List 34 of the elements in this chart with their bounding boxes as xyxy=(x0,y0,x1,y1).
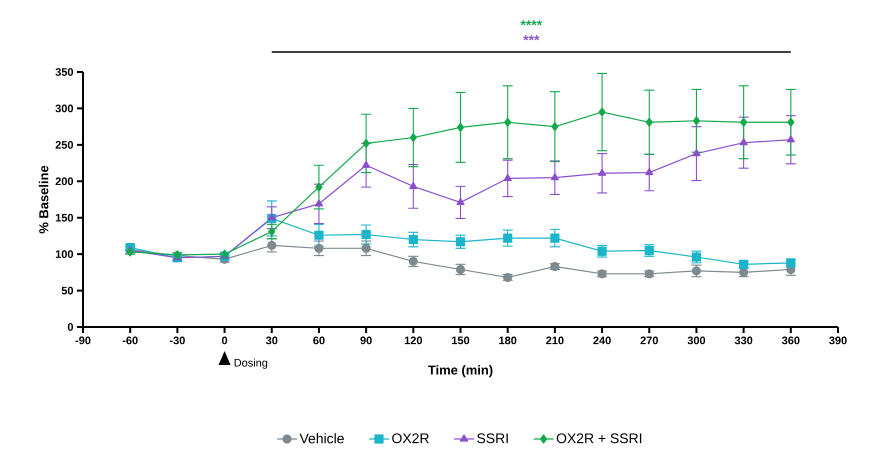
x-tick-label: 60 xyxy=(313,336,325,344)
x-tick-label: 360 xyxy=(782,336,800,344)
x-tick-label: -30 xyxy=(170,336,185,344)
y-tick-label: 300 xyxy=(55,104,74,112)
x-tick-label: 300 xyxy=(688,336,706,344)
x-tick-label: 120 xyxy=(404,336,422,344)
y-tick-label: 150 xyxy=(56,214,74,222)
x-tick-label: 330 xyxy=(734,336,752,344)
x-tick-label: 30 xyxy=(266,336,278,344)
x-tick-label: 0 xyxy=(222,336,228,344)
x-tick-label: -60 xyxy=(122,336,138,344)
x-tick-label: 390 xyxy=(829,336,847,344)
legend-label: Vehicle xyxy=(300,433,344,444)
x-tick-label: 240 xyxy=(593,336,611,344)
x-axis-title: Time (min) xyxy=(428,365,492,378)
y-tick-label: 100 xyxy=(56,250,74,258)
x-tick-label: 150 xyxy=(452,336,470,344)
y-tick-label: 350 xyxy=(55,68,74,76)
x-tick-label: 90 xyxy=(360,336,372,344)
x-tick-label: 270 xyxy=(640,336,658,344)
legend-label: OX2R xyxy=(392,433,429,444)
legend-label: SSRI xyxy=(477,433,508,444)
y-tick-label: 200 xyxy=(56,177,74,186)
y-tick-label: 0 xyxy=(68,323,74,331)
y-axis-title: % Baseline xyxy=(38,166,48,234)
x-tick-label: 180 xyxy=(499,336,516,344)
y-tick-label: 50 xyxy=(62,286,74,294)
text: *** xyxy=(523,35,540,40)
legend-label: OX2R + SSRI xyxy=(556,433,642,444)
x-tick-label: 210 xyxy=(546,336,564,344)
x-tick-label: -90 xyxy=(76,336,90,344)
text: **** xyxy=(520,20,542,26)
text: Dosing xyxy=(234,358,268,369)
y-tick-label: 250 xyxy=(56,140,74,149)
